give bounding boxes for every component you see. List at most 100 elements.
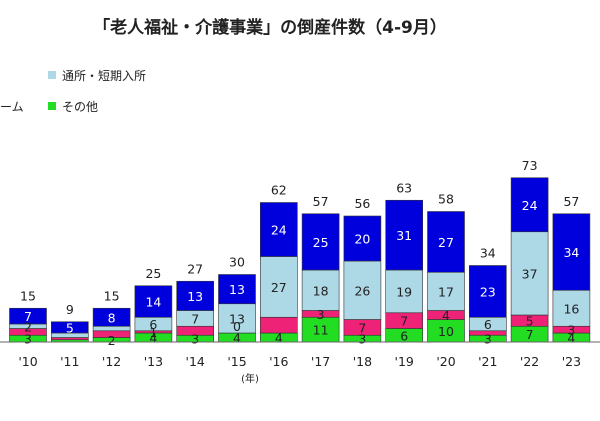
total-label-12: 73 bbox=[522, 158, 538, 173]
x-tick-label-3: '13 bbox=[144, 354, 163, 369]
segment-label-other-9: 6 bbox=[400, 328, 408, 343]
total-label-4: 27 bbox=[187, 261, 203, 276]
segment-label-home-9: 7 bbox=[400, 314, 408, 329]
total-label-1: 9 bbox=[66, 302, 74, 317]
x-tick-label-8: '18 bbox=[353, 354, 372, 369]
segment-label-other-2: 2 bbox=[108, 333, 116, 348]
x-tick-label-10: '20 bbox=[436, 354, 455, 369]
x-tick-label-0: '10 bbox=[18, 354, 37, 369]
x-tick-label-11: '21 bbox=[478, 354, 497, 369]
segment-label-visit-3: 14 bbox=[145, 295, 161, 310]
segment-label-visit-6: 24 bbox=[271, 223, 287, 238]
segment-label-day-12: 37 bbox=[522, 266, 538, 281]
bar-segment-day-13 bbox=[552, 289, 591, 327]
x-tick-label-6: '16 bbox=[269, 354, 288, 369]
x-tick-label-2: '12 bbox=[102, 354, 121, 369]
segment-label-other-12: 7 bbox=[526, 327, 534, 342]
segment-label-other-10: 10 bbox=[438, 324, 454, 339]
bar-segment-visit-2 bbox=[92, 307, 131, 327]
segment-label-other-3: 4 bbox=[149, 331, 157, 346]
segment-label-visit-7: 25 bbox=[313, 235, 329, 250]
segment-label-day-10: 17 bbox=[438, 284, 454, 299]
bar-segment-visit-12 bbox=[510, 177, 549, 233]
total-label-6: 62 bbox=[271, 183, 287, 198]
legend-swatch-other bbox=[48, 102, 56, 110]
bar-segment-home-1 bbox=[50, 337, 89, 341]
bar-segment-day-6 bbox=[259, 256, 298, 318]
total-label-11: 34 bbox=[480, 246, 496, 261]
segment-label-visit-1: 5 bbox=[66, 320, 74, 335]
bar-segment-visit-4 bbox=[176, 280, 214, 311]
segment-label-day-5: 13 bbox=[229, 311, 245, 326]
segment-label-day-8: 26 bbox=[354, 283, 370, 298]
total-label-5: 30 bbox=[229, 255, 245, 270]
x-axis-unit-label: (年) bbox=[241, 372, 259, 385]
segment-label-visit-2: 8 bbox=[108, 310, 116, 325]
legend-swatch-day bbox=[48, 71, 56, 79]
total-label-9: 63 bbox=[396, 180, 412, 195]
segment-label-other-8: 3 bbox=[358, 332, 366, 347]
segment-label-day-9: 19 bbox=[396, 284, 412, 299]
bar-segment-visit-8 bbox=[343, 215, 382, 262]
bar-segment-visit-13 bbox=[552, 213, 591, 291]
bars bbox=[9, 177, 591, 343]
segment-label-other-13: 4 bbox=[567, 331, 575, 346]
segment-label-home-13: 3 bbox=[567, 323, 575, 338]
segment-label-day-7: 18 bbox=[313, 283, 329, 298]
total-label-0: 15 bbox=[20, 288, 36, 303]
segment-label-day-0: 2 bbox=[24, 319, 32, 334]
bar-segment-day-10 bbox=[427, 271, 465, 311]
bar-segment-visit-10 bbox=[427, 211, 465, 273]
bar-segment-visit-0 bbox=[9, 307, 47, 325]
bar-segment-visit-3 bbox=[134, 285, 173, 318]
x-tick-label-13: '23 bbox=[562, 354, 581, 369]
segment-label-other-7: 11 bbox=[313, 323, 329, 338]
bar-segment-visit-1 bbox=[50, 321, 89, 334]
legend-label-other: その他 bbox=[62, 100, 98, 114]
segment-label-other-6: 4 bbox=[275, 331, 283, 346]
segment-label-home-12: 5 bbox=[526, 314, 534, 329]
x-tick-label-7: '17 bbox=[311, 354, 330, 369]
legend-label-day: 通所・短期入所 bbox=[62, 69, 146, 83]
segment-label-other-0: 3 bbox=[24, 332, 32, 347]
segment-label-day-3: 6 bbox=[149, 317, 157, 332]
segment-label-visit-13: 34 bbox=[563, 245, 579, 260]
total-label-7: 57 bbox=[313, 194, 329, 209]
total-label-13: 57 bbox=[563, 194, 579, 209]
bar-segment-visit-9 bbox=[385, 199, 424, 271]
segment-label-visit-11: 23 bbox=[480, 284, 496, 299]
x-tick-label-12: '22 bbox=[520, 354, 539, 369]
extra-label-0: 0 bbox=[233, 319, 241, 334]
x-tick-label-9: '19 bbox=[395, 354, 414, 369]
segment-label-visit-9: 31 bbox=[396, 228, 412, 243]
segment-label-visit-5: 13 bbox=[229, 282, 245, 297]
segment-label-day-11: 6 bbox=[484, 317, 492, 332]
x-tick-label-1: '11 bbox=[60, 354, 79, 369]
legend-label-home: ーム bbox=[0, 100, 24, 114]
segment-label-home-7: 3 bbox=[317, 307, 325, 322]
bar-segment-day-2 bbox=[92, 325, 131, 332]
total-label-8: 56 bbox=[354, 196, 370, 211]
bar-segment-visit-5 bbox=[218, 274, 256, 305]
segment-label-other-11: 3 bbox=[484, 332, 492, 347]
segment-label-day-4: 7 bbox=[191, 311, 199, 326]
total-label-10: 58 bbox=[438, 192, 454, 207]
segment-label-other-5: 4 bbox=[233, 331, 241, 346]
bar-segment-visit-7 bbox=[301, 213, 340, 271]
x-tick-label-4: '14 bbox=[186, 354, 205, 369]
data-labels: 3271559281541614253713274131330427246211… bbox=[20, 158, 579, 348]
total-label-3: 25 bbox=[145, 266, 161, 281]
segment-label-visit-0: 7 bbox=[24, 309, 32, 324]
segment-label-home-3: 1 bbox=[149, 325, 157, 340]
chart-title: 「老人福祉・介護事業」の倒産件数（4-9月） bbox=[93, 17, 447, 38]
segment-label-visit-12: 24 bbox=[522, 198, 538, 213]
segment-label-visit-10: 27 bbox=[438, 235, 454, 250]
total-label-2: 15 bbox=[104, 288, 120, 303]
x-tick-label-5: '15 bbox=[227, 354, 246, 369]
segment-label-visit-8: 20 bbox=[354, 232, 370, 247]
x-axis-ticks: '10 '11 '12 '13 '14 '15 '16 '17 '18 '19 '20 '21 '22 '… bbox=[18, 354, 581, 369]
segment-label-home-10: 4 bbox=[442, 308, 450, 323]
segment-label-visit-4: 13 bbox=[187, 289, 203, 304]
